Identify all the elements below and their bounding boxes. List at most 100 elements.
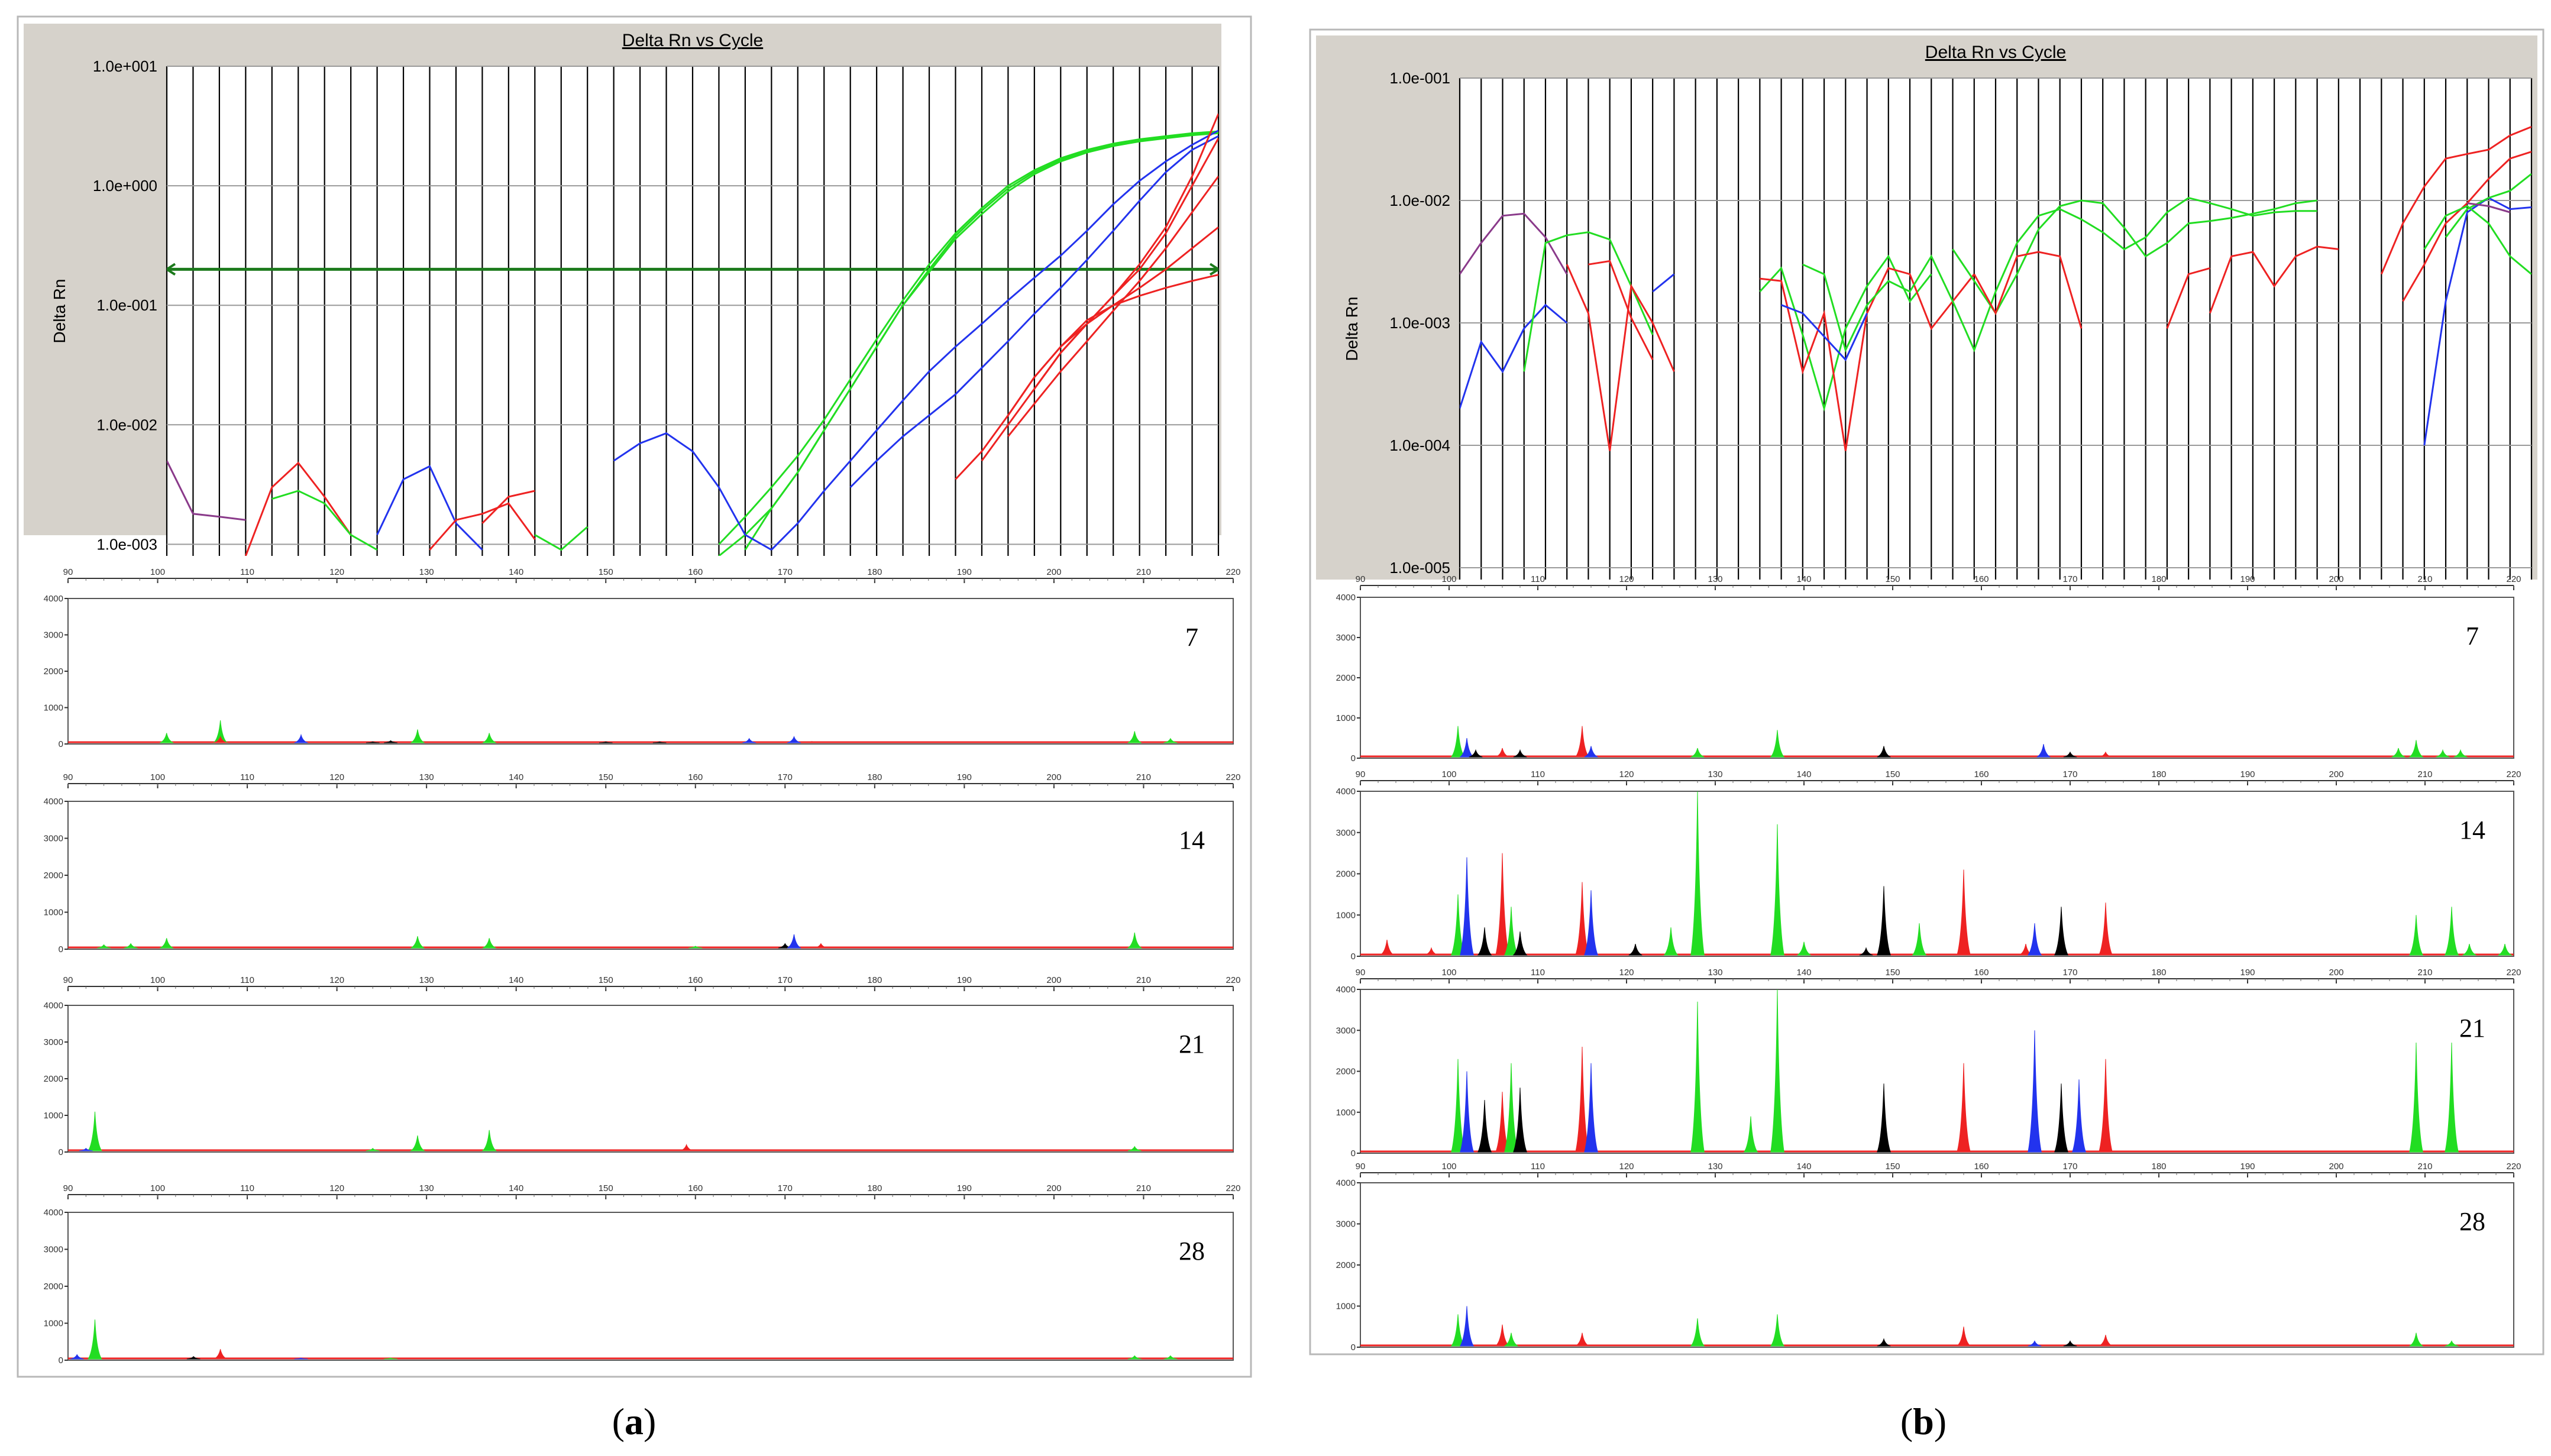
ep-x-tick-label: 170 [778, 975, 793, 985]
ep-x-tick-label: 130 [419, 975, 434, 985]
series-line-red [2209, 245, 2339, 314]
ep-x-tick-label: 140 [509, 975, 523, 985]
panel-a-caption: (a) [612, 1400, 657, 1442]
ep-y-tick-label: 2000 [1336, 869, 1356, 879]
ep-y-tick-label: 4000 [44, 1001, 63, 1011]
ep-x-tick-label: 170 [2062, 968, 2077, 978]
ep-x-tick-label: 110 [240, 975, 254, 985]
peak-black [1859, 947, 1873, 956]
peak-blue [2028, 1030, 2042, 1153]
peak-black [1477, 927, 1492, 956]
y-tick-label: 1.0e-002 [96, 416, 157, 433]
ep-y-tick-label: 1000 [44, 1319, 63, 1329]
ep-x-tick-label: 90 [1356, 1161, 1366, 1172]
series-line-red [1033, 113, 1218, 390]
peak-black [186, 1356, 201, 1360]
threshold-arrow-right [1209, 263, 1218, 276]
panel-b-letter: b [1913, 1400, 1934, 1442]
series-line-green [1759, 254, 1932, 412]
ep-x-tick-label: 90 [1356, 968, 1366, 978]
ep-y-tick-label: 3000 [1336, 633, 1356, 643]
ep-x-tick-label: 100 [1441, 968, 1456, 978]
ep-x-tick-label: 140 [1796, 769, 1811, 779]
peak-green [160, 938, 174, 949]
ep-x-tick-label: 100 [150, 772, 165, 782]
y-tick-label: 1.0e+001 [93, 57, 157, 75]
ep-x-tick-label: 170 [2062, 1161, 2077, 1172]
series-line-purple [1460, 212, 1568, 275]
ep-x-tick-label: 200 [1046, 567, 1061, 577]
ep-x-tick-label: 110 [240, 772, 254, 782]
ep-x-tick-label: 220 [2506, 968, 2521, 978]
series-line-green [744, 132, 1218, 551]
peak-red [2099, 1059, 2113, 1153]
ep-axis-box [67, 1212, 1234, 1361]
peak-black [2054, 907, 2069, 956]
peak-black [2063, 751, 2077, 758]
peak-red [2099, 902, 2113, 956]
series-line-red [429, 502, 536, 551]
peak-blue [1460, 857, 1474, 956]
ep-x-tick-label: 200 [1046, 1183, 1061, 1193]
ep-x-tick-label: 140 [509, 1183, 523, 1193]
peak-green [482, 938, 496, 949]
series-line-red [481, 490, 535, 524]
peak-green [2409, 1332, 2423, 1347]
ep-x-tick-label: 90 [1356, 574, 1366, 584]
ep-y-tick-label: 0 [1351, 1148, 1356, 1159]
ep-x-tick-label: 160 [1974, 574, 1989, 584]
sample-label: 21 [2459, 1014, 2485, 1043]
peak-green [2498, 944, 2512, 956]
series-line-blue [849, 135, 1218, 488]
ep-x-tick-label: 120 [1619, 968, 1634, 978]
peak-green [2408, 740, 2424, 758]
ep-x-tick-label: 90 [1356, 769, 1366, 779]
peak-black [1877, 1338, 1891, 1347]
ep-x-tick-label: 130 [419, 1183, 434, 1193]
peak-green [1797, 941, 1811, 956]
ep-y-tick-label: 1000 [44, 703, 63, 713]
ep-y-tick-label: 0 [1351, 952, 1356, 962]
series-line-blue [613, 432, 772, 551]
peak-green [1504, 1063, 1518, 1153]
ep-x-tick-label: 220 [1226, 772, 1240, 782]
ep-x-tick-label: 120 [329, 975, 344, 985]
peak-green [482, 733, 496, 743]
ep-x-tick-label: 190 [957, 975, 972, 985]
ep-x-tick-label: 210 [2417, 574, 2432, 584]
peak-green [1504, 907, 1519, 956]
series-line-blue [1652, 273, 1675, 293]
ep-y-tick-label: 4000 [1336, 1178, 1356, 1188]
ep-x-tick-label: 200 [2329, 769, 2343, 779]
ep-x-tick-label: 170 [2062, 769, 2077, 779]
ep-x-tick-label: 110 [240, 567, 254, 577]
peak-blue [1460, 1071, 1474, 1153]
qpcr-chart-a: 1.0e+001 1.0e+000 1.0e-001 1.0e-002 1.0e-003… [24, 24, 1221, 556]
ep-y-tick-label: 3000 [1336, 1025, 1356, 1036]
ep-y-tick-label: 2000 [44, 871, 63, 881]
electropherogram-a-28: 90 100 110 120 130 140 150 160 170 180 190 200 210 22… [44, 1183, 1241, 1366]
series-line-purple [2467, 202, 2511, 213]
peak-green [2462, 944, 2476, 956]
ep-x-tick-label: 150 [1885, 574, 1900, 584]
ep-x-tick-label: 160 [688, 772, 703, 782]
ep-y-tick-label: 0 [59, 1147, 63, 1157]
ep-x-tick-label: 130 [1708, 1161, 1722, 1172]
ep-x-tick-label: 190 [2240, 769, 2255, 779]
ep-x-tick-label: 180 [867, 1183, 882, 1193]
ep-x-tick-label: 150 [599, 975, 613, 985]
peak-green [1770, 989, 1784, 1153]
peak-green [1770, 824, 1784, 956]
peak-red [1424, 947, 1438, 956]
peak-black [2063, 1340, 2077, 1347]
ep-x-tick-label: 100 [150, 975, 165, 985]
sample-label: 14 [2459, 816, 2485, 845]
peak-green [88, 1319, 102, 1360]
ep-x-tick-label: 120 [329, 1183, 344, 1193]
peak-red [1575, 1046, 1589, 1153]
series-group [1460, 126, 2531, 451]
series-line-red [244, 461, 352, 556]
threshold-arrow-left [167, 263, 176, 276]
ep-x-tick-label: 100 [1441, 769, 1456, 779]
